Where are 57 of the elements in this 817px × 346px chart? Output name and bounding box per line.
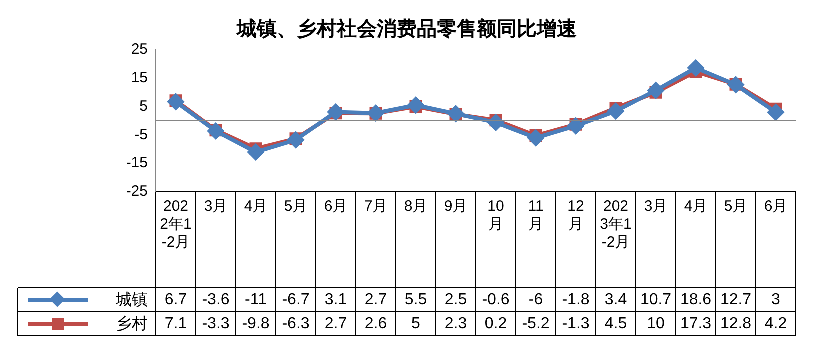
data-label: -11 xyxy=(245,291,268,308)
x-tick-label: 9月 xyxy=(444,198,468,216)
x-tick-label: 8月 xyxy=(404,198,428,216)
data-label: -9.8 xyxy=(242,315,270,332)
data-label: 10.7 xyxy=(640,291,672,308)
data-label: 3.4 xyxy=(604,291,628,308)
y-tick-label: 5 xyxy=(140,98,148,115)
data-label: 0.2 xyxy=(484,315,508,332)
data-label: 2.7 xyxy=(364,291,388,308)
data-label: 2.6 xyxy=(364,315,388,332)
x-tick-label: 5月 xyxy=(284,198,308,216)
x-tick-label: 6月 xyxy=(324,198,348,216)
data-label: 12.7 xyxy=(720,291,752,308)
y-tick-label: -25 xyxy=(126,183,148,200)
data-label: -1.3 xyxy=(562,315,590,332)
data-label: 3.1 xyxy=(324,291,348,308)
chart-title: 城镇、乡村社会消费品零售额同比增速 xyxy=(236,18,577,41)
data-label: 4.5 xyxy=(604,315,628,332)
x-tick-label: 4月 xyxy=(684,198,708,216)
y-tick-label: 25 xyxy=(131,41,148,58)
data-label: -6 xyxy=(528,291,544,308)
y-tick-label: -15 xyxy=(126,154,148,172)
x-tick-label: 12月 xyxy=(568,198,584,234)
data-label: 12.8 xyxy=(720,315,752,332)
data-label: -3.6 xyxy=(202,291,230,308)
data-label: -5.2 xyxy=(522,315,550,332)
x-tick-label: 7月 xyxy=(364,198,388,216)
data-label: 5.5 xyxy=(404,291,428,308)
x-tick-label: 5月 xyxy=(724,198,748,216)
legend-label: 城镇 xyxy=(116,290,148,310)
x-tick-label: 2022年1-2月 xyxy=(160,198,192,252)
data-label: 3 xyxy=(772,291,781,308)
x-tick-label: 11月 xyxy=(528,198,544,234)
data-label: 2.5 xyxy=(444,291,468,308)
data-label: -6.3 xyxy=(282,315,310,332)
x-tick-label: 4月 xyxy=(244,198,268,216)
data-label: 10 xyxy=(647,315,665,332)
data-label: 2.7 xyxy=(324,315,348,332)
data-label: 7.1 xyxy=(164,315,188,332)
x-tick-label: 3月 xyxy=(644,198,668,216)
y-tick-label: -5 xyxy=(134,126,148,144)
x-tick-label: 2023年1-2月 xyxy=(600,198,632,252)
x-tick-label: 10月 xyxy=(488,198,504,234)
y-tick-label: 15 xyxy=(131,70,148,87)
data-label: 5 xyxy=(412,315,421,332)
data-label: 6.7 xyxy=(164,291,188,308)
legend-label: 乡村 xyxy=(116,314,148,334)
data-label: -6.7 xyxy=(282,291,310,308)
data-label: -0.6 xyxy=(482,291,510,308)
x-tick-label: 3月 xyxy=(204,198,228,216)
data-label: 18.6 xyxy=(680,291,712,308)
data-label: 2.3 xyxy=(444,315,468,332)
x-tick-label: 6月 xyxy=(764,198,788,216)
data-label: -3.3 xyxy=(202,315,230,332)
data-label: 4.2 xyxy=(764,315,788,332)
data-label: 17.3 xyxy=(680,315,712,332)
data-label: -1.8 xyxy=(562,291,590,308)
